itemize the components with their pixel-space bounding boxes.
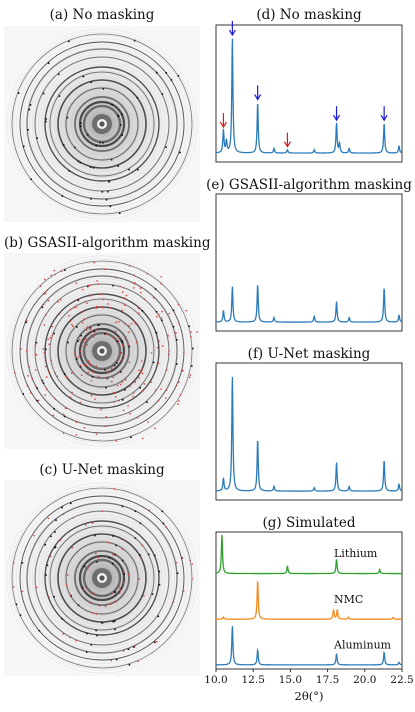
series-line-2 — [215, 376, 403, 492]
chart-frame-2 — [215, 362, 403, 501]
peak-arrow-blue-4 — [333, 106, 341, 122]
x-tick-label-5: 22.5 — [390, 674, 413, 686]
series-label-aluminum: Aluminum — [333, 638, 392, 651]
chart-frame-0 — [215, 24, 403, 163]
x-tick-label-0: 10.0 — [204, 674, 227, 686]
x-tick-label-1: 12.5 — [242, 674, 265, 686]
chart-frame-3 — [215, 531, 403, 670]
x-tick-label-4: 20.0 — [353, 674, 376, 686]
x-axis-label: 2θ(°) — [295, 689, 324, 703]
detector-title-b: (b) GSASII-algorithm masking — [4, 235, 211, 251]
series-line-lithium — [215, 534, 402, 575]
chart-title-d: (d) No masking — [256, 7, 362, 23]
detector-title-a: (a) No masking — [49, 7, 155, 23]
peak-arrow-blue-5 — [380, 106, 388, 122]
peak-arrow-blue-1 — [228, 21, 236, 37]
detector-image-unet-masking — [4, 480, 200, 676]
chart-title-e: (e) GSASII-algorithm masking — [206, 177, 412, 193]
peak-arrow-red-3 — [283, 132, 291, 148]
x-tick-label-3: 17.5 — [316, 674, 339, 686]
peak-arrow-red-0 — [219, 113, 227, 129]
chart-title-f: (f) U-Net masking — [247, 346, 371, 362]
chart-title-g: (g) Simulated — [262, 515, 356, 531]
detector-image-no-masking — [4, 26, 200, 222]
chart-frame-1 — [215, 193, 403, 332]
series-label-lithium: Lithium — [334, 547, 378, 560]
series-label-nmc: NMC — [334, 593, 363, 606]
peak-arrow-blue-2 — [254, 85, 262, 101]
x-tick-label-2: 15.0 — [279, 674, 302, 686]
detector-title-c: (c) U-Net masking — [39, 462, 165, 478]
series-line-0 — [215, 38, 403, 154]
series-line-aluminum — [216, 626, 403, 666]
series-line-1 — [215, 285, 403, 323]
series-line-nmc — [215, 581, 402, 620]
detector-image-gsasii-masking — [4, 253, 200, 449]
